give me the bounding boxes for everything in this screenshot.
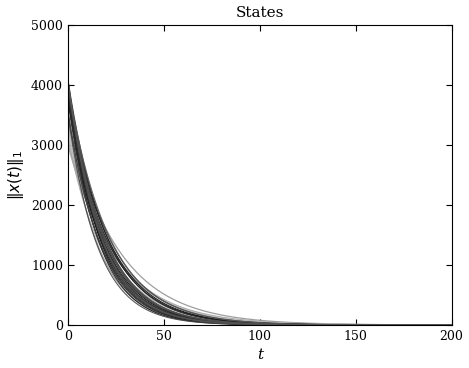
Title: States: States — [235, 6, 284, 20]
Y-axis label: $\|x(t)\|_1$: $\|x(t)\|_1$ — [6, 150, 25, 200]
X-axis label: t: t — [257, 348, 263, 362]
